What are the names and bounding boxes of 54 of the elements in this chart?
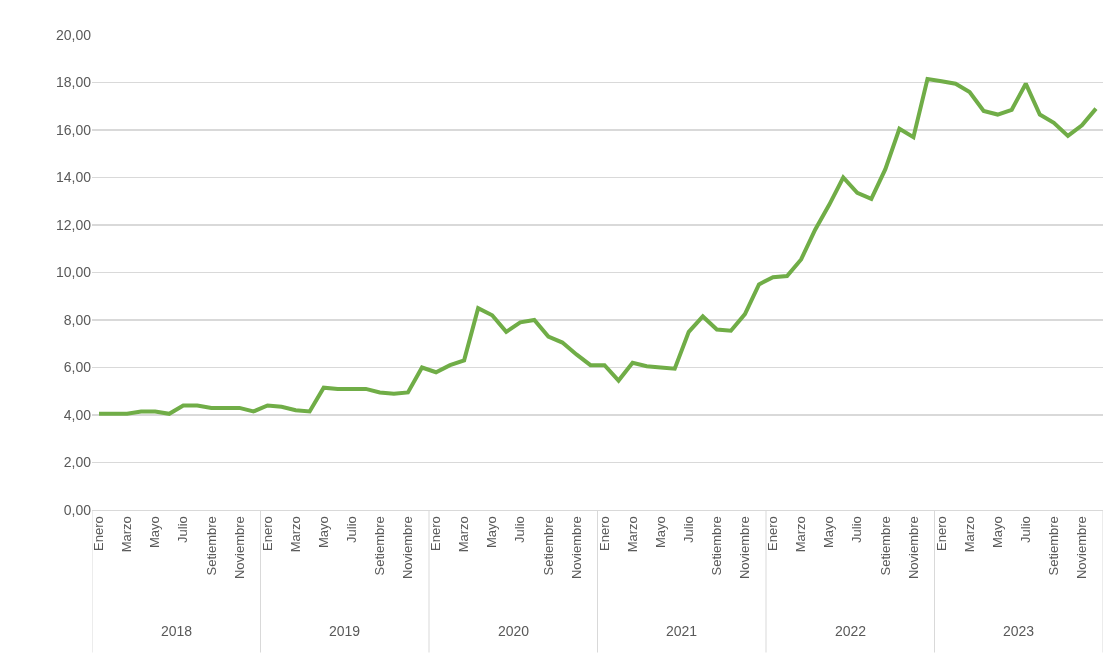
- x-tick-label: Noviembre: [737, 516, 753, 580]
- y-tick-label: 8,00: [63, 311, 92, 328]
- y-tick-label: 0,00: [63, 501, 92, 518]
- x-tick-label: Mayo: [147, 516, 163, 548]
- x-tick-label: Mayo: [484, 516, 500, 548]
- x-tick-label: Marzo: [961, 516, 977, 553]
- y-tick-label: 4,00: [63, 406, 92, 423]
- x-tick-label: Noviembre: [1074, 516, 1090, 580]
- x-tick-label: Enero: [933, 516, 949, 551]
- x-tick-label: Enero: [428, 516, 444, 551]
- x-tick-label: Setiembre: [877, 516, 893, 576]
- x-tick-label: Marzo: [624, 516, 640, 553]
- x-tick-label: Noviembre: [400, 516, 416, 580]
- text: 2018: [161, 623, 193, 639]
- x-tick-label: Setiembre: [709, 516, 725, 576]
- x-tick-label: Enero: [596, 516, 612, 551]
- text: 2021: [666, 623, 698, 639]
- x-tick-label: Setiembre: [540, 516, 556, 576]
- y-tick-label: 18,00: [55, 74, 92, 91]
- x-tick-label: Mayo: [821, 516, 837, 548]
- y-tick-label: 12,00: [55, 216, 92, 233]
- y-tick-label: 10,00: [55, 264, 92, 281]
- text: 2019: [329, 623, 361, 639]
- x-tick-label: Mayo: [989, 516, 1005, 548]
- x-tick-label: Enero: [91, 516, 107, 551]
- x-tick-label: Marzo: [119, 516, 135, 553]
- x-tick-label: Enero: [765, 516, 781, 551]
- x-tick-label: Julio: [512, 516, 528, 543]
- x-tick-label: Marzo: [287, 516, 303, 553]
- y-tick-label: 14,00: [55, 169, 92, 186]
- x-tick-label: Noviembre: [568, 516, 584, 580]
- text: 2023: [1003, 623, 1035, 639]
- x-tick-label: Setiembre: [203, 516, 219, 576]
- x-tick-label: Julio: [175, 516, 191, 543]
- x-tick-label: Noviembre: [231, 516, 247, 580]
- x-tick-label: Enero: [259, 516, 275, 551]
- y-tick-label: 20,00: [55, 26, 92, 43]
- x-tick-label: Mayo: [315, 516, 331, 548]
- x-tick-label: Julio: [1017, 516, 1033, 543]
- text: 2020: [498, 623, 530, 639]
- x-tick-label: Julio: [343, 516, 359, 543]
- x-tick-label: Mayo: [652, 516, 668, 548]
- text: 2022: [835, 623, 867, 639]
- x-tick-label: Marzo: [793, 516, 809, 553]
- x-tick-label: Julio: [849, 516, 865, 543]
- y-tick-label: 6,00: [63, 359, 92, 376]
- y-tick-label: 2,00: [63, 454, 92, 471]
- x-tick-label: Noviembre: [905, 516, 921, 580]
- y-tick-label: 16,00: [55, 121, 92, 138]
- x-tick-label: Marzo: [456, 516, 472, 553]
- x-tick-label: Setiembre: [1046, 516, 1062, 576]
- x-tick-label: Julio: [680, 516, 696, 543]
- x-tick-label: Setiembre: [372, 516, 388, 576]
- line-series: [97, 76, 1098, 416]
